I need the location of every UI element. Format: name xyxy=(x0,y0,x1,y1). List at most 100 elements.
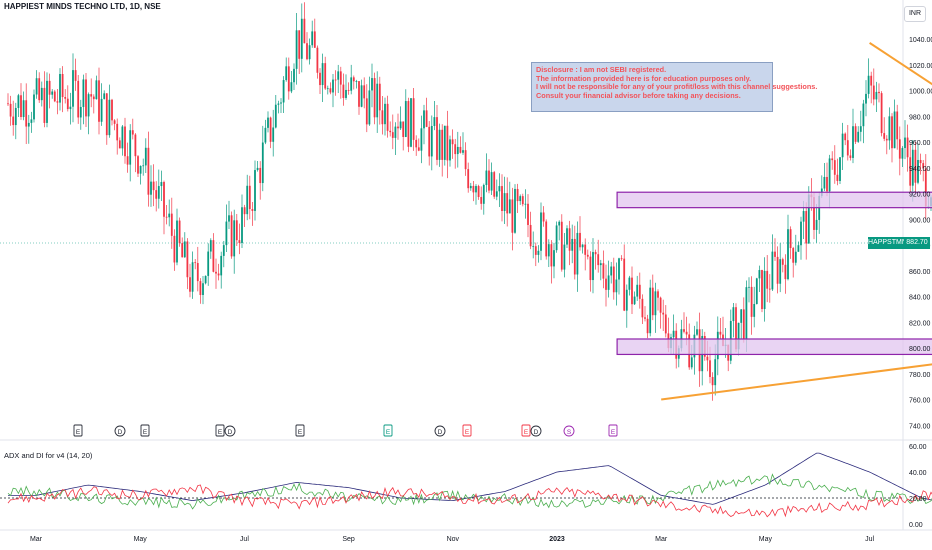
candle-body xyxy=(386,103,389,131)
candle-body xyxy=(833,160,836,175)
x-tick-label: Jul xyxy=(865,536,874,543)
candle-body xyxy=(779,259,782,284)
candle-body xyxy=(839,157,841,181)
candle-body xyxy=(189,277,191,292)
dividend-marker xyxy=(530,425,542,437)
candle-body xyxy=(103,93,106,99)
candle-body xyxy=(506,193,509,214)
candle-body xyxy=(51,91,54,95)
dividend-marker xyxy=(224,425,236,437)
candle-body xyxy=(865,93,867,104)
candle-body xyxy=(735,307,737,350)
candle-body xyxy=(714,359,717,386)
candle-body xyxy=(537,250,540,255)
candle-body xyxy=(324,63,327,89)
candle-body xyxy=(79,106,82,118)
candle-body xyxy=(911,149,914,186)
candle-body xyxy=(137,156,139,174)
candle-body xyxy=(163,182,165,217)
y-tick-label: 1020.00 xyxy=(909,63,932,70)
candle-body xyxy=(579,232,581,248)
candle-body xyxy=(22,100,25,118)
candle-body xyxy=(20,95,22,118)
candle-body xyxy=(672,330,675,338)
candle-body xyxy=(267,117,269,128)
candle-body xyxy=(430,125,433,157)
adx-series-line xyxy=(7,484,932,518)
candle-body xyxy=(168,213,171,218)
candle-body xyxy=(342,84,345,98)
candle-body xyxy=(61,74,64,98)
disclosure-line-4: Consult your financial advisor before ta… xyxy=(536,90,741,100)
candle-body xyxy=(763,270,766,310)
candle-body xyxy=(191,262,194,292)
candle-body xyxy=(376,83,379,118)
zone-resistance xyxy=(616,191,932,209)
currency-button[interactable]: INR xyxy=(904,6,926,22)
candle-body xyxy=(160,182,163,187)
candle-body xyxy=(815,219,818,230)
candle-body xyxy=(737,322,740,350)
candle-body xyxy=(204,275,207,284)
candle-body xyxy=(46,80,48,123)
adx-tick-label: 0.00 xyxy=(909,522,923,529)
candle-body xyxy=(199,281,202,295)
candle-body xyxy=(417,147,420,151)
candle-body xyxy=(225,221,228,246)
candle-body xyxy=(150,181,152,195)
candle-body xyxy=(776,256,779,284)
candle-body xyxy=(157,186,160,199)
candle-body xyxy=(415,139,418,148)
disclosure-note: Disclosure : I am not SEBI registered. T… xyxy=(531,62,817,112)
candle-body xyxy=(519,196,522,202)
candle-body xyxy=(85,79,87,117)
candle-body xyxy=(264,127,267,143)
candle-body xyxy=(836,174,839,181)
adx-series-line xyxy=(8,452,932,505)
candle-body xyxy=(844,133,847,141)
adx-y-axis: 0.00 20.00 40.00 60.00 xyxy=(909,444,927,529)
candle-body xyxy=(183,241,186,258)
candle-body xyxy=(649,287,652,334)
candle-body xyxy=(612,266,615,293)
candle-body xyxy=(558,221,561,226)
candle-body xyxy=(118,140,121,149)
price-tag-symbol: HAPPSTMNDS xyxy=(868,237,917,249)
candle-body xyxy=(469,185,472,189)
candle-body xyxy=(898,139,901,159)
candle-body xyxy=(867,75,870,94)
candle-body xyxy=(38,78,41,101)
indicator-label[interactable]: ADX and DI for v4 (14, 20) xyxy=(4,451,93,460)
y-tick-label: 920.00 xyxy=(909,192,931,199)
candle-body xyxy=(165,216,168,218)
candle-body xyxy=(914,149,917,183)
candle-body xyxy=(807,194,810,244)
candle-body xyxy=(904,137,906,149)
candle-body xyxy=(568,228,571,251)
candle-body xyxy=(397,126,399,129)
candle-body xyxy=(802,211,805,222)
candle-body xyxy=(462,150,464,153)
candle-body xyxy=(209,240,212,252)
candle-body xyxy=(547,244,550,257)
candle-body xyxy=(534,246,537,255)
candle-body xyxy=(228,215,230,222)
candle-body xyxy=(347,89,350,91)
x-tick-label: Nov xyxy=(447,536,460,543)
candle-body xyxy=(870,75,873,86)
candle-body xyxy=(482,184,485,204)
candle-body xyxy=(862,103,865,127)
candle-body xyxy=(186,241,189,278)
candle-body xyxy=(194,262,197,264)
event-marker-label: E xyxy=(611,429,616,436)
candle-body xyxy=(599,263,602,266)
earnings-marker xyxy=(295,424,305,437)
candle-body xyxy=(290,82,293,92)
candle-body xyxy=(854,126,857,142)
candle-body xyxy=(501,186,503,211)
candle-body xyxy=(269,117,272,142)
